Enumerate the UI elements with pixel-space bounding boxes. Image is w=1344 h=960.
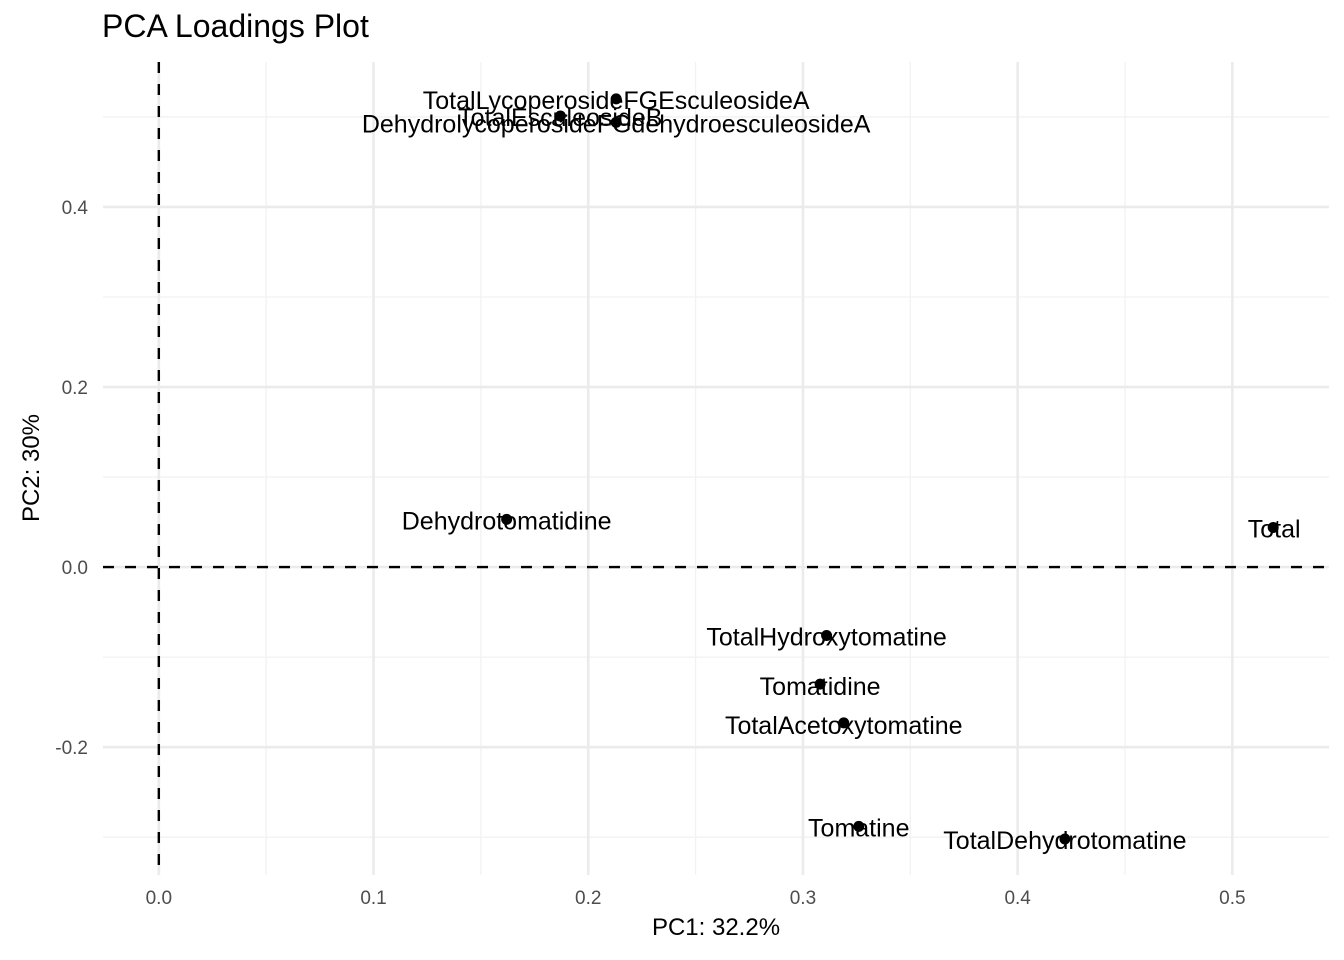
data-point xyxy=(1267,521,1279,533)
data-point xyxy=(501,513,513,525)
data-points xyxy=(501,93,1279,845)
point-label: DehydrolycoperosideFGdehydroesculeosideA xyxy=(362,110,871,138)
x-tick-label: 0.2 xyxy=(575,888,601,909)
x-tick-label: 0.1 xyxy=(360,888,386,909)
y-tick-label: -0.2 xyxy=(55,738,88,759)
point-label: Total xyxy=(1248,515,1301,543)
x-tick-label: 0.3 xyxy=(790,888,816,909)
point-label: Tomatidine xyxy=(760,673,881,701)
chart-title: PCA Loadings Plot xyxy=(102,8,369,44)
y-axis-ticks: -0.2 0.0 0.2 0.4 xyxy=(55,198,88,759)
point-label: TotalDehydrotomatine xyxy=(943,827,1186,855)
data-point xyxy=(814,678,826,690)
point-label: TotalHydroxytomatine xyxy=(706,624,946,652)
data-point xyxy=(853,820,865,832)
x-axis-ticks: 0.0 0.1 0.2 0.3 0.4 0.5 xyxy=(146,888,1246,909)
x-tick-label: 0.0 xyxy=(146,888,172,909)
x-tick-label: 0.4 xyxy=(1004,888,1031,909)
major-gridlines xyxy=(103,62,1329,875)
x-tick-label: 0.5 xyxy=(1219,888,1245,909)
y-tick-label: 0.0 xyxy=(62,558,88,579)
point-labels: TotalLycoperosideFGEsculeosideATotalEscu… xyxy=(362,87,1301,855)
y-tick-label: 0.4 xyxy=(62,198,89,219)
minor-gridlines xyxy=(103,62,1329,875)
data-point xyxy=(610,93,622,105)
point-label: TotalAcetoxytomatine xyxy=(725,712,963,740)
reference-lines xyxy=(103,62,1329,875)
point-label: Dehydrotomatidine xyxy=(402,507,612,535)
point-label: TotalEsculeosideB xyxy=(458,104,662,132)
data-point xyxy=(554,110,566,122)
x-axis-label: PC1: 32.2% xyxy=(651,914,781,941)
point-label: TotalLycoperosideFGEsculeosideA xyxy=(423,87,810,115)
y-tick-label: 0.2 xyxy=(62,378,88,399)
data-point xyxy=(610,116,622,128)
data-point xyxy=(821,630,833,642)
data-point xyxy=(838,717,850,729)
data-point xyxy=(1059,833,1071,845)
point-label: Tomatine xyxy=(808,814,909,842)
